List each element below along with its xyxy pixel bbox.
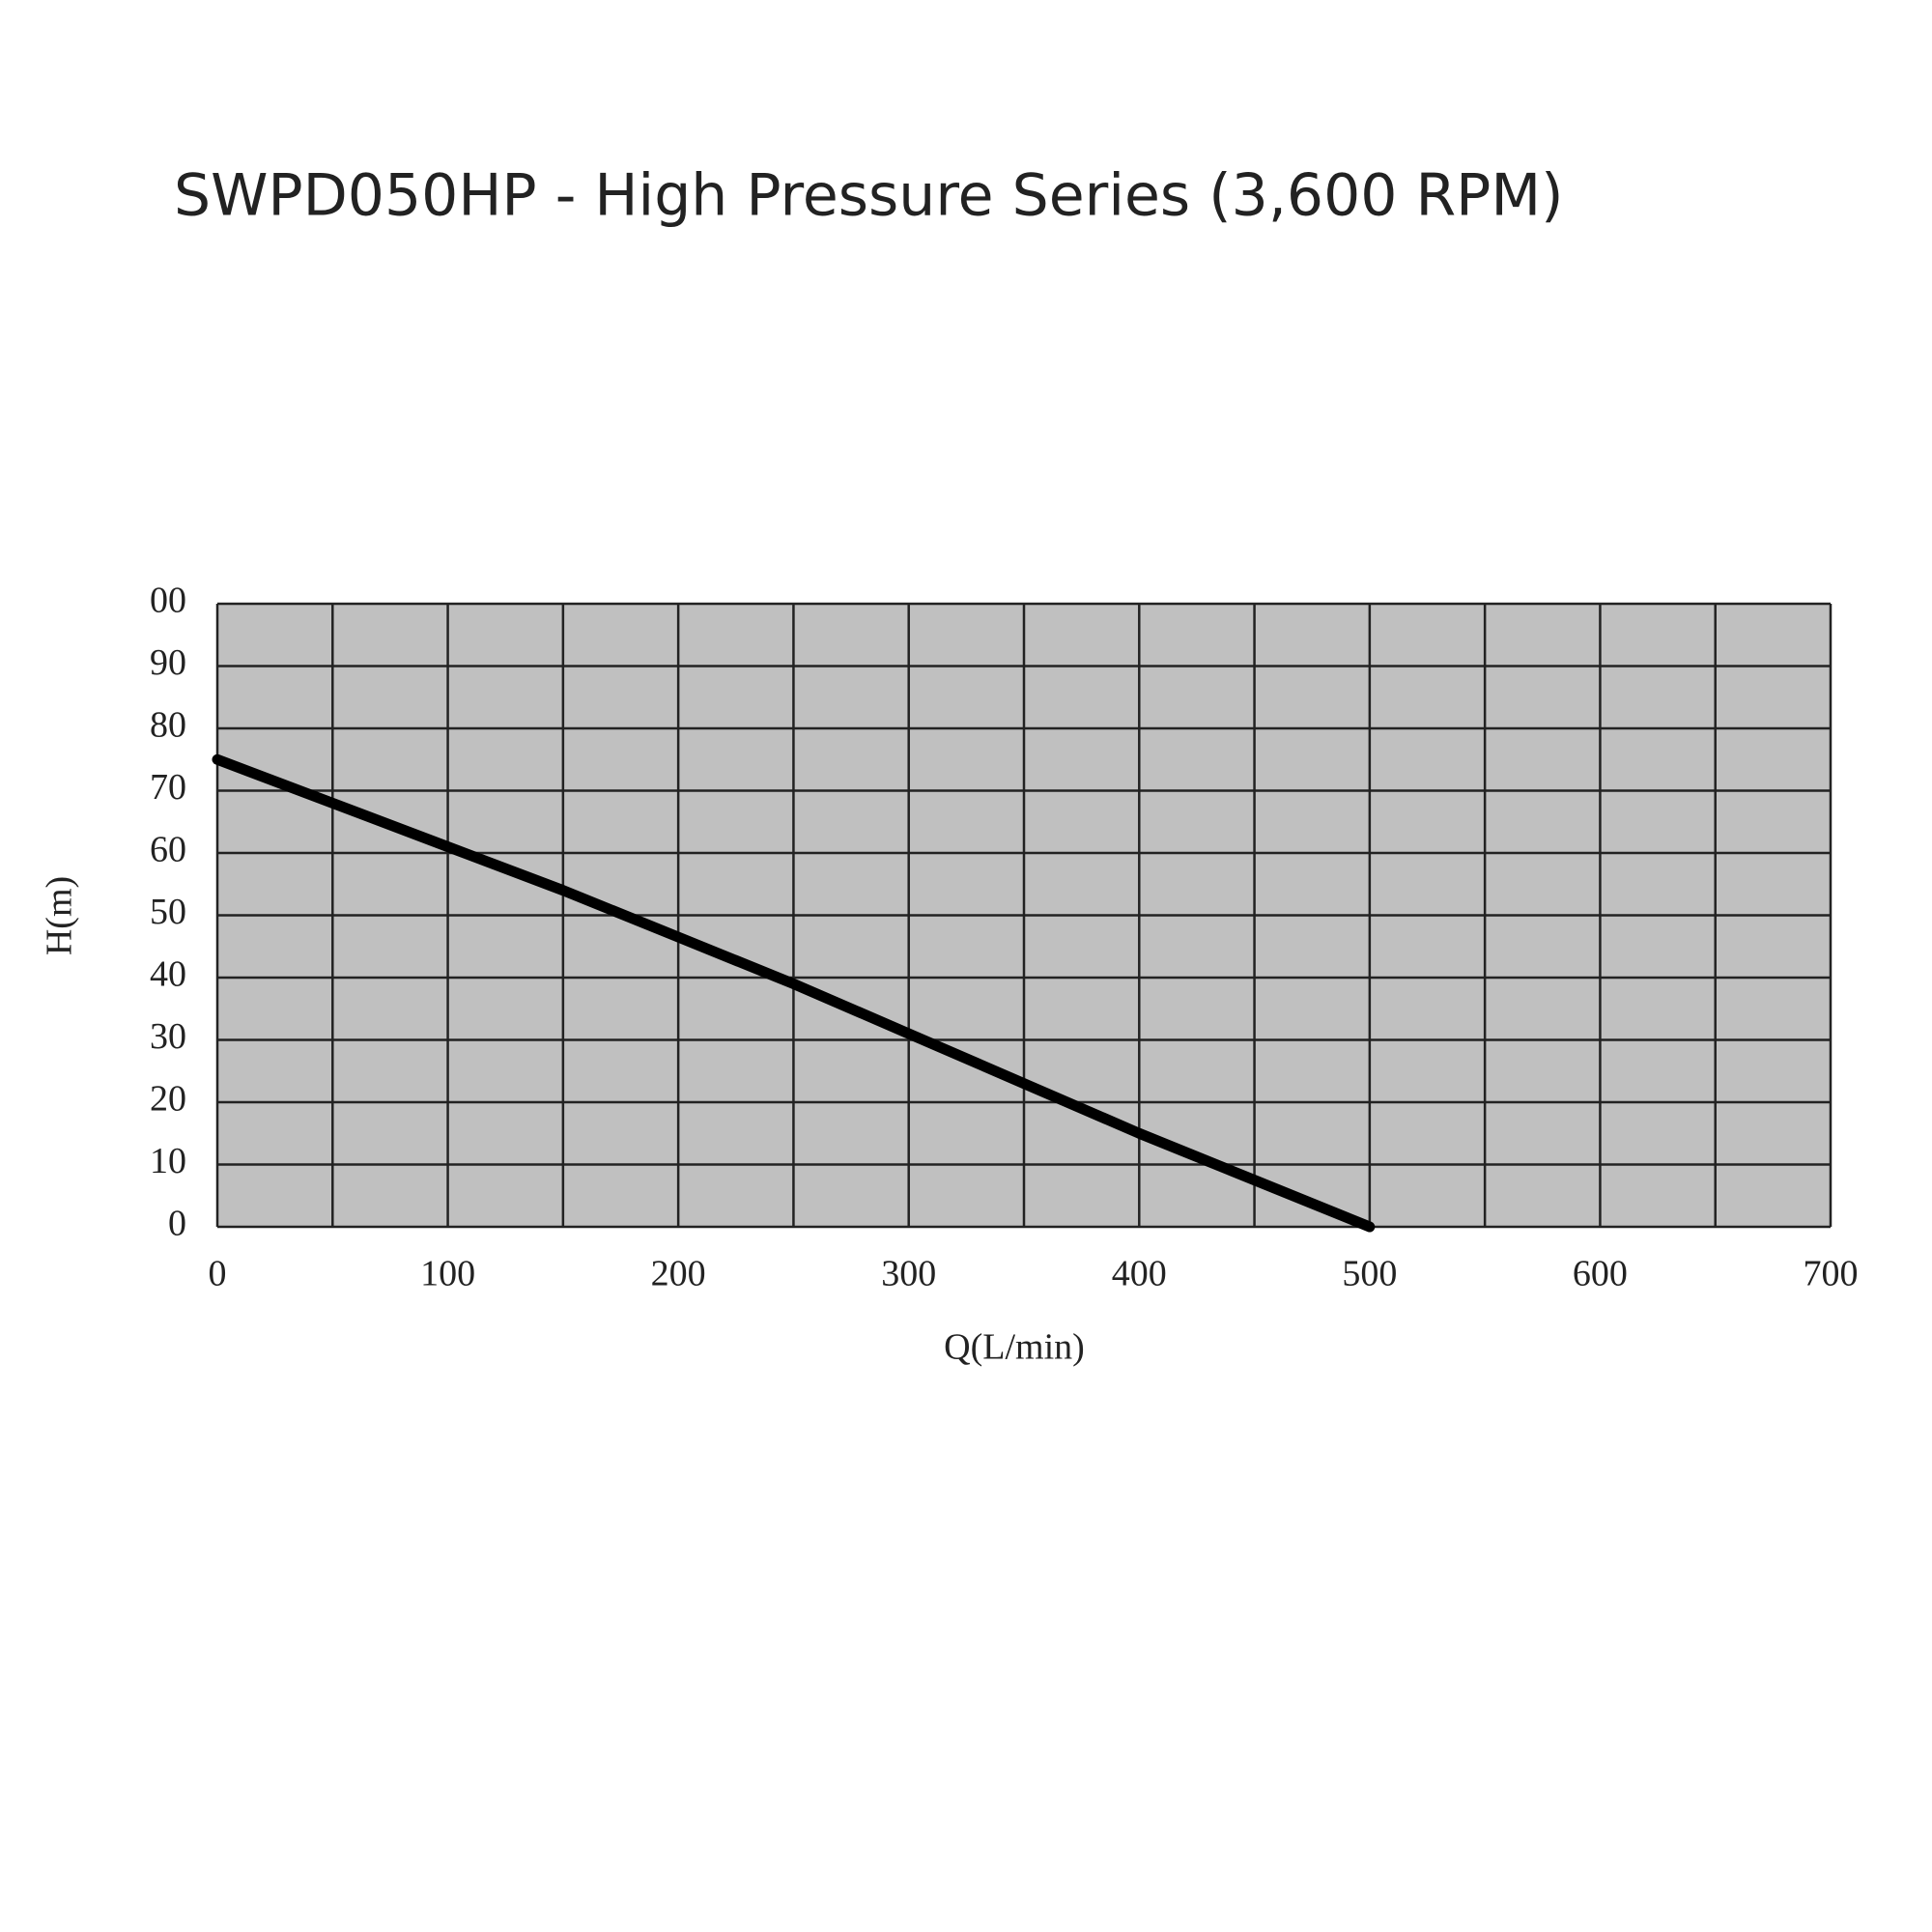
y-tick-label: 70	[150, 767, 186, 808]
y-tick-label: 40	[150, 954, 186, 995]
x-tick-label: 700	[1804, 1254, 1859, 1294]
y-tick-label: 0	[168, 1204, 186, 1244]
x-tick-label: 400	[1112, 1254, 1167, 1294]
x-tick-label: 500	[1342, 1254, 1397, 1294]
y-tick-label: 00	[150, 581, 186, 621]
y-tick-label: 50	[150, 892, 186, 932]
x-axis-label: Q(L/min)	[944, 1327, 1085, 1368]
y-tick-label: 30	[150, 1016, 186, 1057]
x-tick-label: 0	[209, 1254, 227, 1294]
x-tick-label: 300	[881, 1254, 936, 1294]
x-tick-label: 200	[651, 1254, 706, 1294]
y-tick-label: 20	[150, 1079, 186, 1120]
y-tick-label: 90	[150, 642, 186, 683]
y-tick-label: 60	[150, 830, 186, 870]
y-tick-label: 80	[150, 705, 186, 746]
chart-title: SWPD050HP - High Pressure Series (3,600 …	[174, 162, 1564, 230]
x-tick-label: 600	[1573, 1254, 1628, 1294]
x-tick-label: 100	[420, 1254, 475, 1294]
y-tick-label: 10	[150, 1141, 186, 1181]
data-line	[212, 753, 1376, 1233]
y-axis-label: H(m)	[40, 876, 80, 955]
